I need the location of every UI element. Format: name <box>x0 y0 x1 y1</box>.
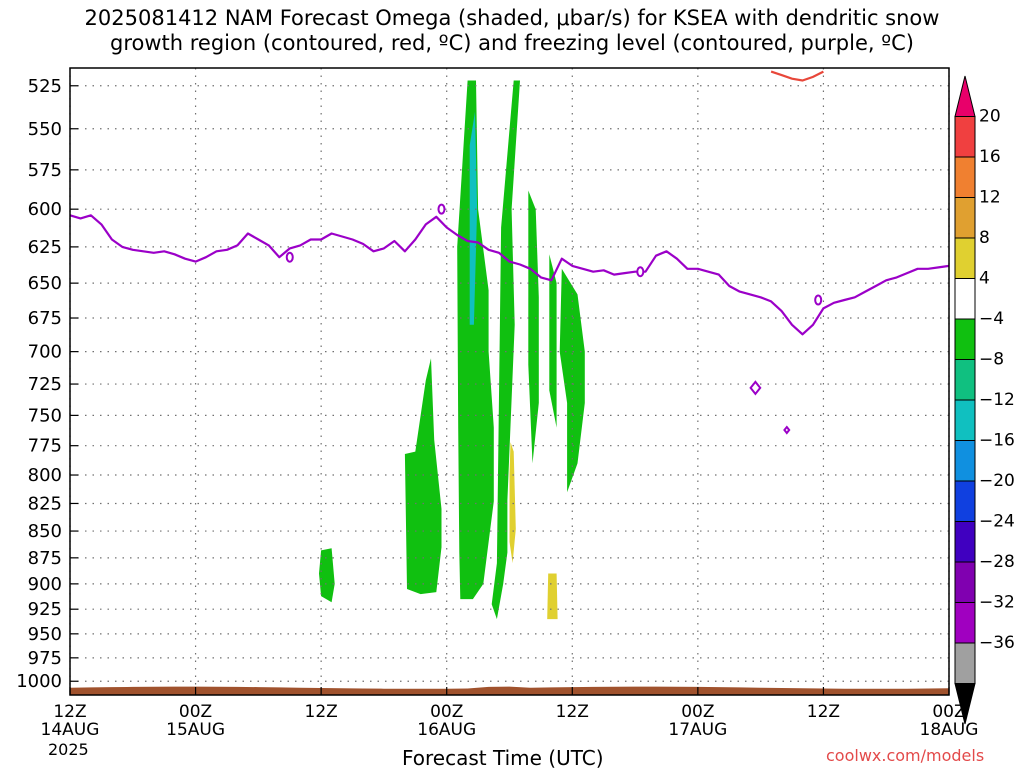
colorbar-segment <box>954 359 976 401</box>
y-tick-label: 700 <box>28 342 62 363</box>
colorbar-label: 8 <box>979 228 990 248</box>
colorbar-segment <box>954 480 976 522</box>
omega-region <box>528 190 539 464</box>
y-tick-label: 725 <box>28 374 62 395</box>
x-axis-year-label: 2025 <box>48 740 89 759</box>
plot-frame <box>69 67 950 696</box>
y-tick-label: 625 <box>28 237 62 258</box>
colorbar-label: −16 <box>979 431 1015 451</box>
omega-region <box>559 268 585 493</box>
omega-region <box>457 80 494 600</box>
x-tick-time-label: 12Z <box>556 702 589 722</box>
freezing-level-closed-contour <box>749 380 762 396</box>
colorbar-label: 4 <box>979 269 990 289</box>
colorbar-label: −4 <box>979 309 1004 329</box>
y-tick-label: 675 <box>28 308 62 329</box>
x-tick-time-label: 12Z <box>807 702 840 722</box>
omega-region <box>509 442 516 564</box>
chart-title-line1: 2025081412 NAM Forecast Omega (shaded, μ… <box>84 6 940 30</box>
credit-link[interactable]: coolwx.com/models <box>826 746 985 765</box>
colorbar-segment <box>954 75 976 117</box>
y-tick-label: 650 <box>28 273 62 294</box>
y-tick-label: 1000 <box>16 671 62 692</box>
colorbar-segment <box>954 237 976 279</box>
y-tick-label: 750 <box>28 405 62 426</box>
colorbar-segment <box>954 116 976 158</box>
colorbar-segment <box>954 318 976 360</box>
y-tick-label: 550 <box>28 119 62 140</box>
colorbar-label: −8 <box>979 350 1004 370</box>
colorbar-label: 16 <box>979 147 1001 167</box>
chart-title-line2: growth region (contoured, red, ºC) and f… <box>110 31 914 55</box>
x-tick-time-label: 00Z <box>430 702 463 722</box>
omega-region <box>404 358 442 595</box>
x-tick-time-label: 00Z <box>932 702 965 722</box>
y-axis: 525 550 575 600 625 650 675 700 725 750 775 800 825 8… <box>16 76 78 692</box>
colorbar-segment <box>954 399 976 441</box>
colorbar-segment <box>954 278 976 320</box>
colorbar-label: −20 <box>979 471 1015 491</box>
freezing-level-label-marker <box>814 294 823 306</box>
x-axis-title: Forecast Time (UTC) <box>402 746 604 770</box>
omega-region <box>491 80 520 620</box>
omega-region <box>469 111 478 325</box>
freezing-level-line <box>69 214 950 336</box>
colorbar-segment <box>954 440 976 482</box>
y-tick-label: 925 <box>28 599 62 620</box>
terrain <box>70 686 949 695</box>
dgz-contour-line <box>770 70 824 82</box>
colorbar-segment <box>954 521 976 563</box>
omega-shading <box>319 80 585 620</box>
colorbar-segment <box>954 602 976 644</box>
y-tick-label: 600 <box>28 199 62 220</box>
x-tick-date-label: 16AUG <box>417 720 476 740</box>
y-tick-label: 775 <box>28 436 62 457</box>
omega-region <box>547 573 558 620</box>
x-tick-time-label: 12Z <box>305 702 338 722</box>
x-tick-time-label: 00Z <box>681 702 714 722</box>
freezing-level-label-marker <box>437 203 446 215</box>
colorbar-label: −12 <box>979 390 1015 410</box>
colorbar-label: −28 <box>979 552 1015 572</box>
y-tick-label: 525 <box>28 76 62 97</box>
y-tick-label: 950 <box>28 624 62 645</box>
omega-region <box>319 548 335 603</box>
colorbar-segment <box>954 156 976 198</box>
freezing-level-label-marker <box>636 266 645 278</box>
x-tick-time-label: 12Z <box>53 702 86 722</box>
freezing-level-label-marker <box>285 251 294 263</box>
colorbar: 20 16 12 8 4 −4 −8 −12 −16 −20 −24 −28 −32 −36 <box>954 75 1015 725</box>
colorbar-label: 20 <box>979 107 1001 127</box>
freezing-level-closed-contour <box>783 425 791 435</box>
x-tick-date-label: 14AUG <box>41 720 100 740</box>
y-tick-label: 875 <box>28 548 62 569</box>
x-tick-time-label: 00Z <box>179 702 212 722</box>
colorbar-label: −36 <box>979 633 1015 653</box>
y-tick-label: 900 <box>28 574 62 595</box>
colorbar-label: 12 <box>979 188 1001 208</box>
colorbar-segment <box>954 683 976 725</box>
colorbar-segment <box>954 197 976 239</box>
colorbar-segment <box>954 642 976 684</box>
chart-title: 2025081412 NAM Forecast Omega (shaded, μ… <box>0 6 1024 56</box>
colorbar-label: −24 <box>979 512 1015 532</box>
contours <box>69 70 950 435</box>
y-tick-label: 825 <box>28 493 62 514</box>
x-tick-date-label: 15AUG <box>166 720 225 740</box>
terrain-fill <box>70 686 949 695</box>
y-tick-label: 575 <box>28 160 62 181</box>
y-tick-label: 850 <box>28 521 62 542</box>
y-tick-label: 800 <box>28 465 62 486</box>
colorbar-label: −32 <box>979 593 1015 613</box>
colorbar-segment <box>954 561 976 603</box>
x-tick-date-label: 17AUG <box>668 720 727 740</box>
y-tick-label: 975 <box>28 648 62 669</box>
x-tick-date-label: 18AUG <box>920 720 979 740</box>
